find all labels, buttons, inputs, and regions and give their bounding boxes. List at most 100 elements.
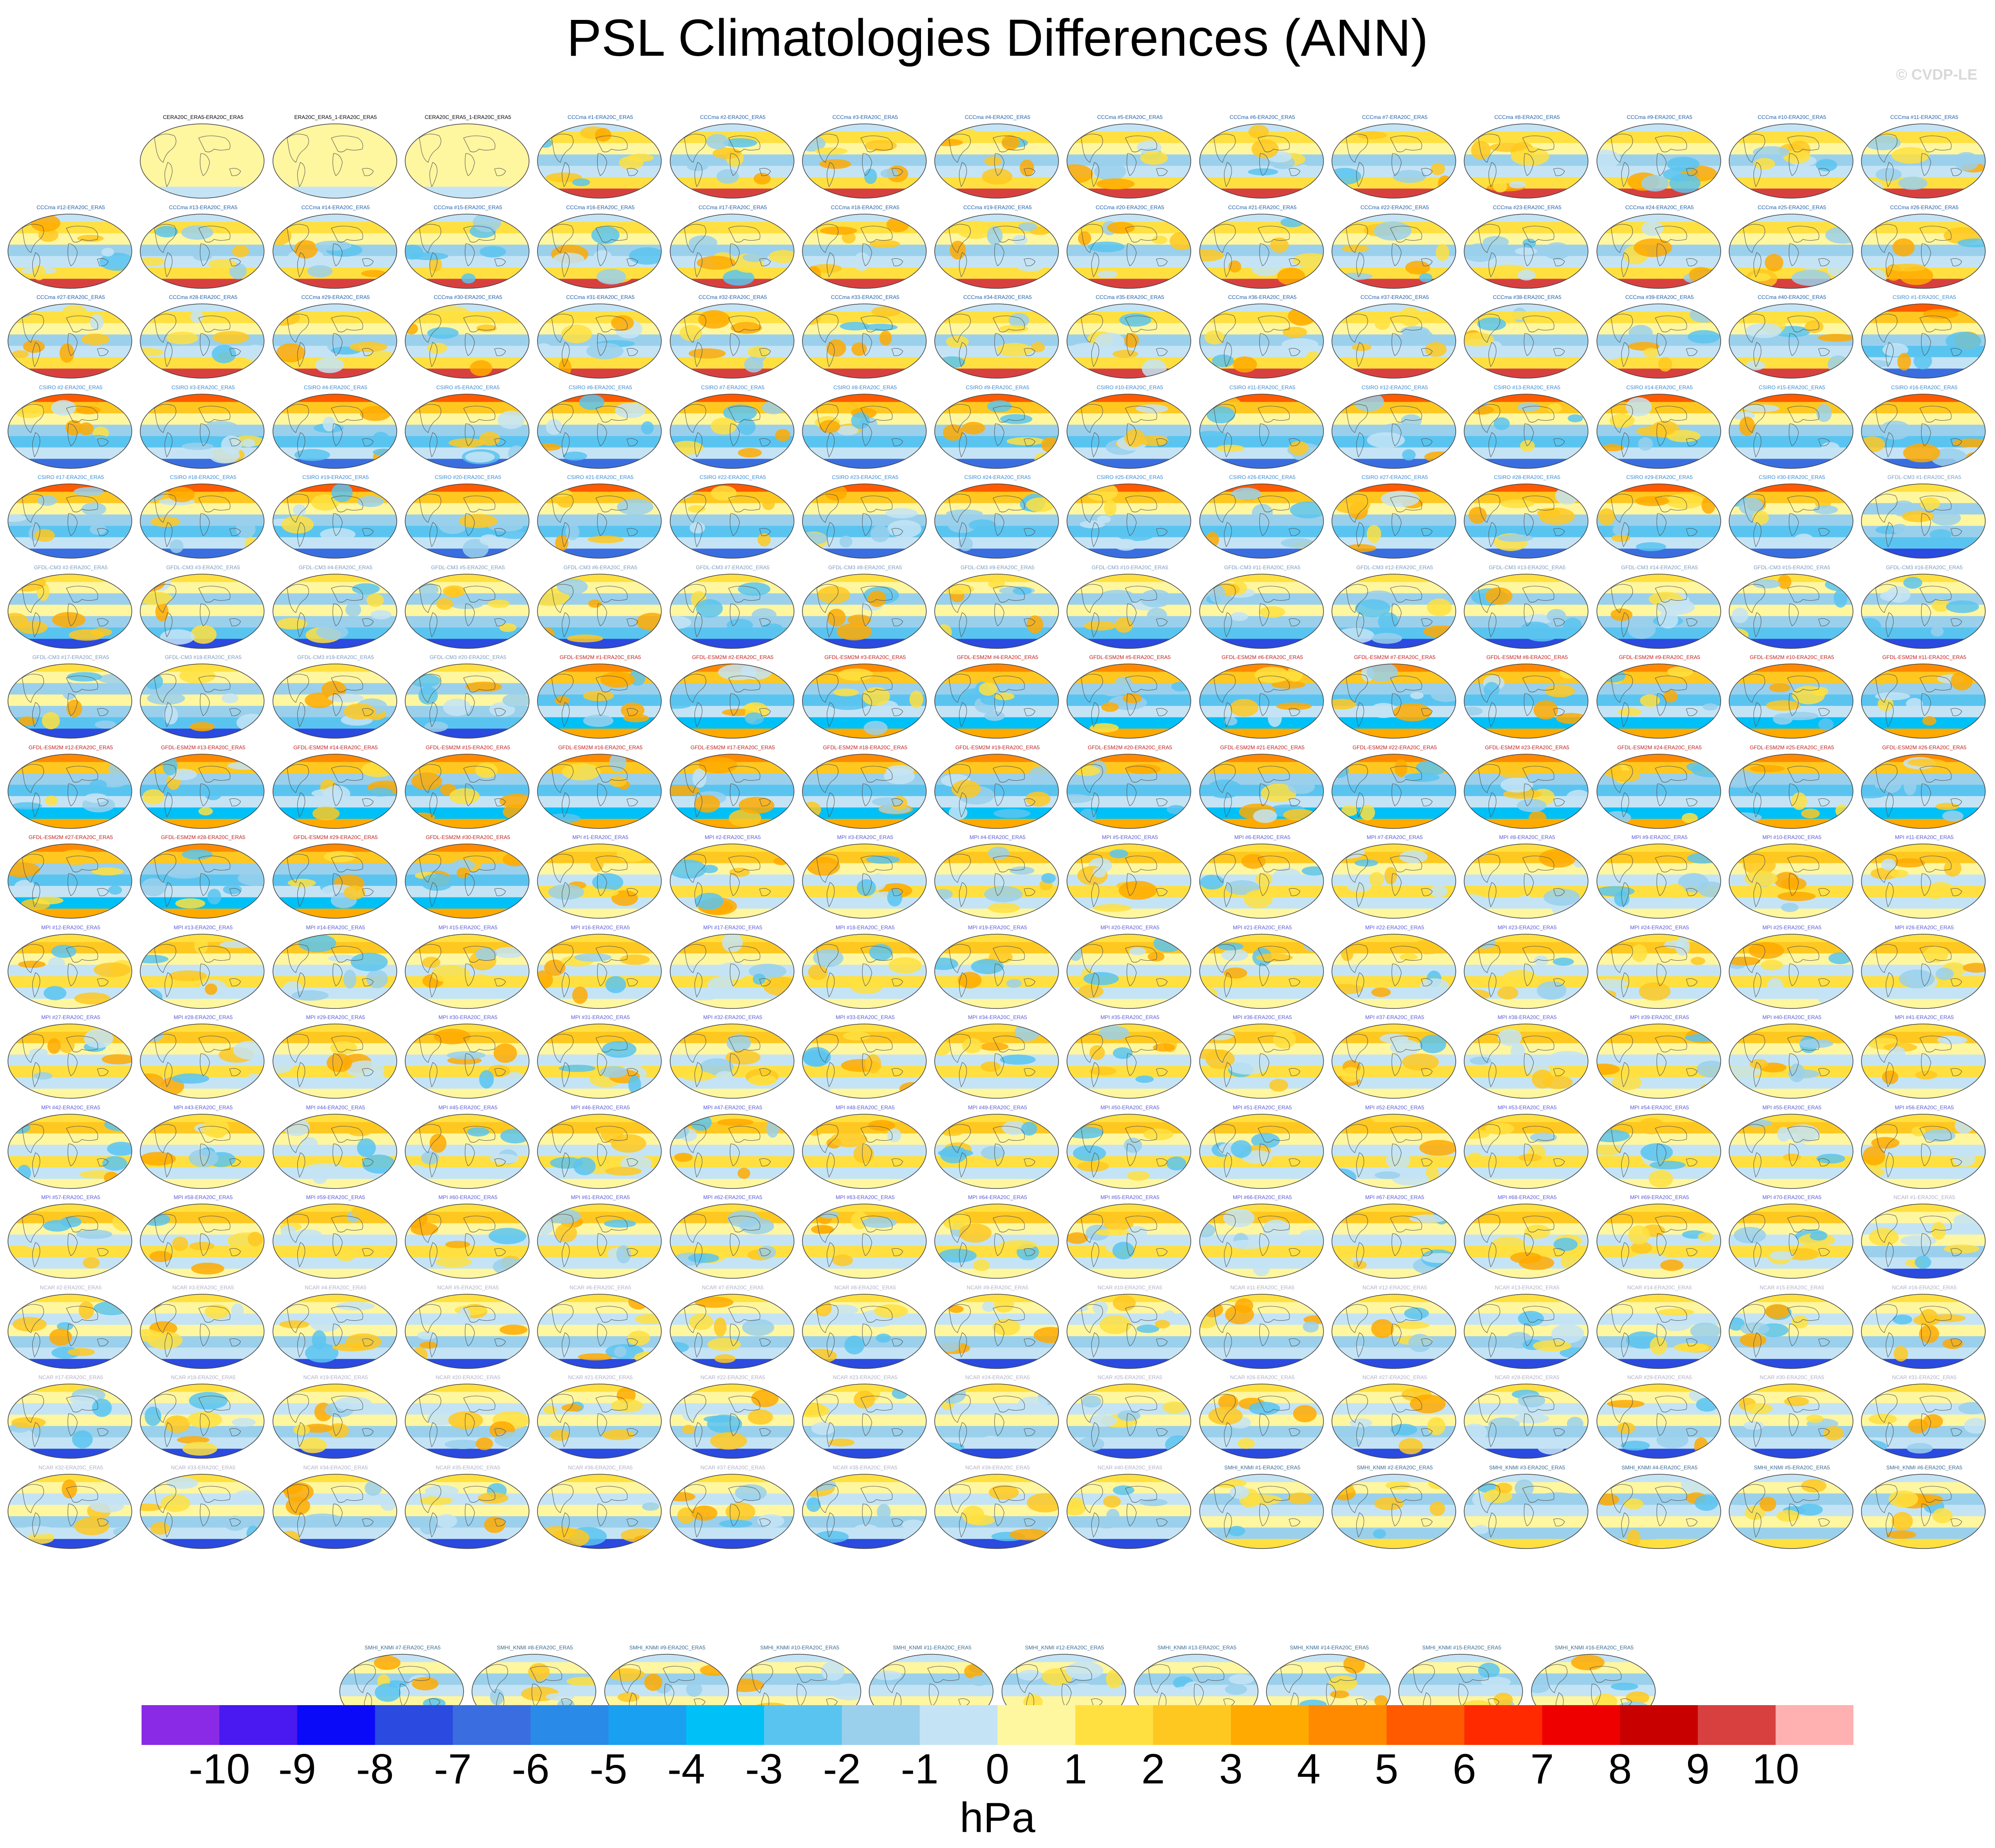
map-projection [272,843,397,919]
map-projection [1067,1113,1192,1189]
map-panel: MPI #2-ERA20C_ERA5 [667,834,799,923]
map-projection [8,1384,132,1459]
map-projection [537,1204,662,1279]
map-panel: GFDL-ESM2M #23-ERA20C_ERA5 [1461,744,1593,833]
map-panel: CSIRO #19-ERA20C_ERA5 [269,474,402,563]
map-panel: CCCma #26-ERA20C_ERA5 [1858,204,1991,293]
map-panel: CSIRO #13-ERA20C_ERA5 [1461,384,1593,473]
map-projection [1729,1113,1853,1189]
map-projection [1199,1024,1324,1099]
panel-label: MPI #47-ERA20C_ERA5 [703,1104,763,1111]
map-panel: CSIRO #16-ERA20C_ERA5 [1858,384,1991,473]
map-panel: CSIRO #6-ERA20C_ERA5 [534,384,667,473]
map-panel: NCAR #37-ERA20C_ERA5 [667,1465,799,1553]
map-projection [802,933,927,1009]
panel-label: MPI #29-ERA20C_ERA5 [306,1014,365,1020]
map-panel: GFDL-CM3 #18-ERA20C_ERA5 [137,654,269,743]
map-projection [934,573,1059,649]
map-projection [1331,753,1456,829]
map-panel: CSIRO #9-ERA20C_ERA5 [931,384,1064,473]
panel-label: NCAR #37-ERA20C_ERA5 [700,1464,765,1471]
panel-label: CSIRO #27-ERA20C_ERA5 [1361,474,1428,480]
panel-label: CCCma #3-ERA20C_ERA5 [832,114,898,120]
map-panel: MPI #25-ERA20C_ERA5 [1726,924,1858,1013]
map-projection [272,1024,397,1099]
panel-label: MPI #33-ERA20C_ERA5 [836,1014,895,1020]
panel-label: MPI #30-ERA20C_ERA5 [438,1014,498,1020]
map-panel: MPI #24-ERA20C_ERA5 [1593,924,1726,1013]
map-panel: CCCma #19-ERA20C_ERA5 [931,204,1064,293]
panel-label: GFDL-ESM2M #13-ERA20C_ERA5 [161,744,246,751]
panel-label: MPI #54-ERA20C_ERA5 [1630,1104,1689,1111]
panel-label: MPI #66-ERA20C_ERA5 [1232,1194,1292,1200]
map-panel: CCCma #25-ERA20C_ERA5 [1726,204,1858,293]
map-panel: CCCma #7-ERA20C_ERA5 [1328,114,1461,203]
map-panel: SMHI_KNMI #4-ERA20C_ERA5 [1593,1465,1726,1553]
map-projection [1861,933,1986,1009]
panel-label: MPI #60-ERA20C_ERA5 [438,1194,498,1200]
panel-label: CSIRO #3-ERA20C_ERA5 [171,384,235,391]
map-panel: CSIRO #5-ERA20C_ERA5 [402,384,534,473]
panel-label: GFDL-CM3 #6-ERA20C_ERA5 [563,564,637,571]
panel-label: CCCma #22-ERA20C_ERA5 [1360,204,1429,211]
panel-label: CSIRO #8-ERA20C_ERA5 [833,384,897,391]
map-panel: GFDL-ESM2M #5-ERA20C_ERA5 [1063,654,1196,743]
map-panel: GFDL-CM3 #10-ERA20C_ERA5 [1063,564,1196,653]
map-projection [1596,573,1721,649]
map-projection [1861,843,1986,919]
panel-label: GFDL-ESM2M #12-ERA20C_ERA5 [28,744,113,751]
map-panel: CCCma #29-ERA20C_ERA5 [269,294,402,383]
map-panel: NCAR #33-ERA20C_ERA5 [137,1465,269,1553]
map-projection [8,663,132,739]
map-panel: MPI #55-ERA20C_ERA5 [1726,1104,1858,1193]
panel-label: CSIRO #24-ERA20C_ERA5 [964,474,1031,480]
map-panel: CERA20C_ERA5_1-ERA20C_ERA5 [402,114,534,203]
panel-label: CSIRO #10-ERA20C_ERA5 [1097,384,1163,391]
map-projection [1861,1204,1986,1279]
map-panel: CCCma #10-ERA20C_ERA5 [1726,114,1858,203]
map-projection [934,123,1059,199]
colorbar-swatch [1698,1705,1776,1745]
panel-label: GFDL-ESM2M #2-ERA20C_ERA5 [692,654,774,660]
panel-label: CCCma #40-ERA20C_ERA5 [1757,294,1826,300]
map-panel: GFDL-ESM2M #2-ERA20C_ERA5 [667,654,799,743]
colorbar-swatch [453,1705,531,1745]
map-projection [537,303,662,379]
panel-label: CSIRO #15-ERA20C_ERA5 [1758,384,1825,391]
panel-label: GFDL-ESM2M #17-ERA20C_ERA5 [691,744,775,751]
map-projection [1596,303,1721,379]
map-projection [537,663,662,739]
map-projection [1464,1293,1589,1369]
map-projection [1331,483,1456,559]
map-panel: CCCma #8-ERA20C_ERA5 [1461,114,1593,203]
panel-label: NCAR #32-ERA20C_ERA5 [38,1464,104,1471]
map-projection [669,483,794,559]
colorbar-swatch [608,1705,687,1745]
map-projection [405,663,529,739]
map-projection [1464,483,1589,559]
map-projection [934,303,1059,379]
map-panel: MPI #23-ERA20C_ERA5 [1461,924,1593,1013]
map-panel: GFDL-ESM2M #6-ERA20C_ERA5 [1196,654,1329,743]
panel-label: CCCma #37-ERA20C_ERA5 [1360,294,1429,300]
map-panel: MPI #54-ERA20C_ERA5 [1593,1104,1726,1193]
map-panel: GFDL-CM3 #13-ERA20C_ERA5 [1461,564,1593,653]
panel-label: MPI #44-ERA20C_ERA5 [306,1104,365,1111]
map-panel: MPI #6-ERA20C_ERA5 [1196,834,1329,923]
panel-label: SMHI_KNMI #7-ERA20C_ERA5 [364,1644,441,1651]
map-panel: MPI #50-ERA20C_ERA5 [1063,1104,1196,1193]
map-panel: MPI #65-ERA20C_ERA5 [1063,1194,1196,1283]
map-projection [537,843,662,919]
colorbar-swatch [142,1705,220,1745]
map-projection [1464,573,1589,649]
panel-label: NCAR #2-ERA20C_ERA5 [40,1284,102,1291]
map-projection [8,303,132,379]
map-projection [1199,843,1324,919]
map-panel: MPI #14-ERA20C_ERA5 [269,924,402,1013]
map-panel: CCCma #15-ERA20C_ERA5 [402,204,534,293]
map-projection [272,393,397,469]
map-panel: CCCma #6-ERA20C_ERA5 [1196,114,1329,203]
map-projection [1331,213,1456,289]
map-projection [1199,663,1324,739]
map-projection [1729,1024,1853,1099]
